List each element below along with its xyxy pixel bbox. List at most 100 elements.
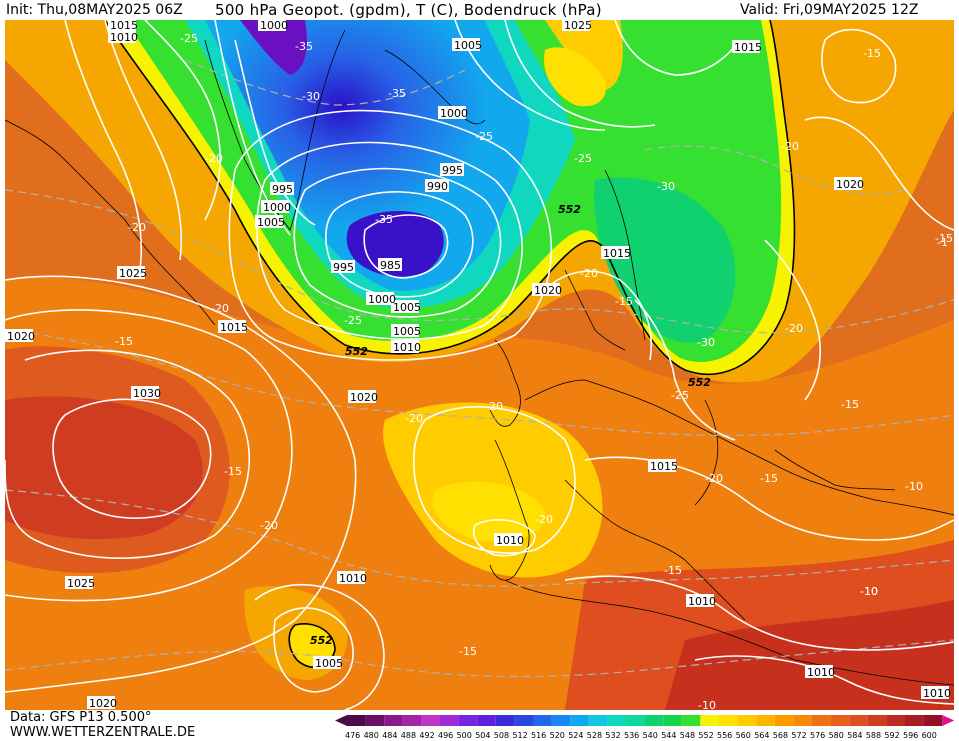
pressure-label: 1000 bbox=[438, 106, 468, 120]
temperature-label: -15 bbox=[224, 465, 242, 478]
svg-text:1020: 1020 bbox=[836, 178, 864, 191]
legend-value-label: 528 bbox=[587, 731, 602, 740]
temperature-label: -15 bbox=[863, 47, 881, 60]
header-bar: Init: Thu,08MAY2025 06Z 500 hPa Geopot. … bbox=[0, 0, 959, 20]
svg-text:1025: 1025 bbox=[564, 20, 592, 32]
temperature-label: -15 bbox=[664, 564, 682, 577]
legend-swatch bbox=[607, 715, 626, 726]
svg-text:1010: 1010 bbox=[496, 534, 524, 547]
legend-value-label: 480 bbox=[364, 731, 379, 740]
legend-swatch bbox=[533, 715, 552, 726]
svg-text:1015: 1015 bbox=[110, 20, 138, 32]
legend-swatch bbox=[830, 715, 850, 726]
temperature-label: -10 bbox=[698, 699, 716, 710]
geopotential-label: 552 bbox=[345, 345, 368, 358]
pressure-label: 1020 bbox=[5, 329, 35, 343]
legend-swatch bbox=[793, 715, 812, 726]
temperature-label: -25 bbox=[344, 314, 362, 327]
svg-text:995: 995 bbox=[442, 164, 463, 177]
geopotential-label: 552 bbox=[310, 634, 333, 647]
init-time-label: Init: Thu,08MAY2025 06Z bbox=[6, 2, 183, 18]
legend-value-label: 516 bbox=[531, 731, 546, 740]
svg-text:1015: 1015 bbox=[734, 41, 762, 54]
website-label: WWW.WETTERZENTRALE.DE bbox=[10, 725, 196, 740]
svg-text:1030: 1030 bbox=[133, 387, 161, 400]
temperature-label: -20 bbox=[580, 267, 598, 280]
pressure-label-group: 1015 1010 1000 1025 1005 1015 1000 1005 … bbox=[5, 20, 951, 710]
weather-map: 1015 1010 1000 1025 1005 1015 1000 1005 … bbox=[5, 20, 954, 710]
pressure-label: 1005 bbox=[391, 324, 421, 338]
pressure-label: 1020 bbox=[532, 283, 562, 297]
pressure-label: 1005 bbox=[255, 215, 285, 229]
svg-text:1020: 1020 bbox=[7, 330, 35, 343]
temperature-label: -10 bbox=[860, 585, 878, 598]
legend-swatch bbox=[681, 715, 701, 726]
pressure-label: 995 bbox=[331, 260, 355, 274]
temperature-label: -25 bbox=[574, 152, 592, 165]
pressure-label: 1010 bbox=[391, 340, 421, 354]
temperature-label: -35 bbox=[375, 213, 393, 226]
legend-value-label: 560 bbox=[736, 731, 751, 740]
temperature-label: -25 bbox=[180, 32, 198, 45]
temperature-label: -35 bbox=[388, 87, 406, 100]
svg-text:995: 995 bbox=[333, 261, 354, 274]
temperature-label: -15 bbox=[760, 472, 778, 485]
legend-swatch bbox=[514, 715, 533, 726]
legend-swatch bbox=[477, 715, 496, 726]
legend-swatch bbox=[867, 715, 887, 726]
pressure-label: 1015 bbox=[648, 459, 678, 473]
geopotential-label-group: 552 552 552 552 bbox=[310, 203, 711, 647]
temperature-label: -20 bbox=[211, 302, 229, 315]
coastlines bbox=[5, 29, 954, 686]
svg-text:990: 990 bbox=[427, 180, 448, 193]
pressure-label: 1010 bbox=[337, 571, 367, 585]
temperature-label: -15 bbox=[841, 398, 859, 411]
legend-swatch bbox=[737, 715, 757, 726]
svg-text:1025: 1025 bbox=[67, 577, 95, 590]
legend-value-label: 532 bbox=[605, 731, 620, 740]
legend-value-label: 592 bbox=[884, 731, 899, 740]
geopotential-label: 552 bbox=[688, 376, 711, 389]
pressure-label: 1020 bbox=[834, 177, 864, 191]
svg-text:1005: 1005 bbox=[315, 657, 343, 670]
pressure-label: 1020 bbox=[348, 390, 378, 404]
pressure-label: 1005 bbox=[391, 300, 421, 314]
pressure-label: 1010 bbox=[108, 30, 138, 44]
temperature-isotherms bbox=[5, 59, 954, 678]
legend-value-label: 540 bbox=[643, 731, 658, 740]
pressure-label: 1005 bbox=[313, 656, 343, 670]
temperature-label: -10 bbox=[860, 585, 878, 598]
legend-value-label: 536 bbox=[624, 731, 639, 740]
legend-swatch bbox=[663, 715, 682, 726]
svg-text:1005: 1005 bbox=[393, 301, 421, 314]
legend-value-label: 488 bbox=[401, 731, 416, 740]
svg-text:1000: 1000 bbox=[263, 201, 291, 214]
legend-value-label: 580 bbox=[829, 731, 844, 740]
pressure-label: 995 bbox=[440, 163, 464, 177]
pressure-label: 1010 bbox=[494, 533, 524, 547]
legend-swatch bbox=[774, 715, 794, 726]
pressure-label: 1015 bbox=[732, 40, 762, 54]
temperature-label: -20 bbox=[205, 152, 223, 165]
pressure-label: 1025 bbox=[65, 576, 95, 590]
legend-arrow-right bbox=[942, 715, 955, 726]
pressure-label: 1020 bbox=[87, 696, 117, 710]
svg-text:1005: 1005 bbox=[393, 325, 421, 338]
pressure-label: 1025 bbox=[117, 266, 147, 280]
legend-value-label: 576 bbox=[810, 731, 825, 740]
svg-text:1010: 1010 bbox=[807, 666, 835, 679]
legend-value-label: 504 bbox=[475, 731, 490, 740]
temperature-label: -20 bbox=[260, 519, 278, 532]
legend-value-label: 520 bbox=[550, 731, 565, 740]
svg-text:1010: 1010 bbox=[110, 31, 138, 44]
svg-text:1020: 1020 bbox=[534, 284, 562, 297]
pressure-label: 1000 bbox=[366, 292, 396, 306]
svg-text:995: 995 bbox=[272, 183, 293, 196]
svg-text:1015: 1015 bbox=[650, 460, 678, 473]
legend-swatch bbox=[347, 715, 366, 726]
temperature-label: -15 bbox=[459, 645, 477, 658]
legend-swatch bbox=[905, 715, 924, 726]
temperature-label: -25 bbox=[671, 389, 689, 402]
pressure-label: 1000 bbox=[261, 200, 291, 214]
legend-swatch bbox=[644, 715, 664, 726]
